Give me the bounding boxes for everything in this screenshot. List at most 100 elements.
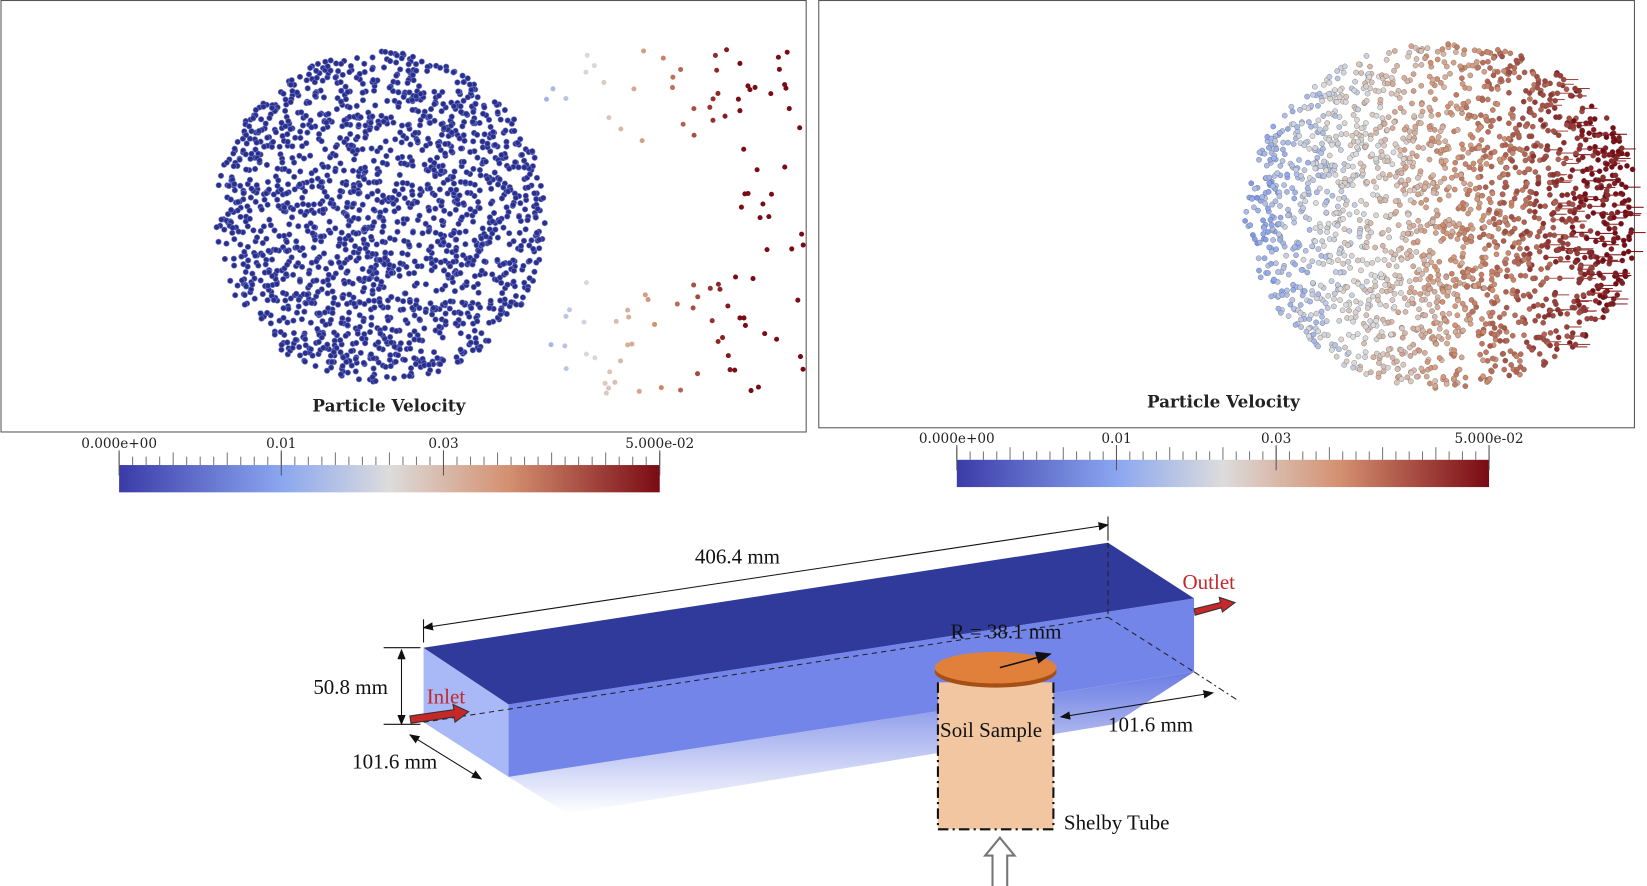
particle xyxy=(1433,207,1440,214)
particle xyxy=(378,278,385,285)
particle xyxy=(1535,313,1542,319)
particle xyxy=(1572,185,1579,192)
particle xyxy=(1275,269,1281,275)
particle xyxy=(265,247,272,254)
particle xyxy=(534,205,541,212)
particle xyxy=(1426,104,1433,111)
particle xyxy=(327,57,334,64)
particle xyxy=(1516,146,1523,152)
particle xyxy=(1297,201,1304,208)
particle xyxy=(299,143,306,150)
particle xyxy=(467,148,474,156)
particle xyxy=(384,97,391,104)
particle xyxy=(301,308,308,315)
particle xyxy=(537,182,544,189)
particle xyxy=(1563,155,1569,162)
particle xyxy=(1306,119,1312,125)
particle xyxy=(1572,195,1578,202)
particle xyxy=(1485,129,1491,135)
particle xyxy=(784,49,790,55)
particle xyxy=(265,269,272,276)
particle xyxy=(452,206,459,213)
particle xyxy=(295,303,302,310)
particle xyxy=(1500,238,1507,244)
particle xyxy=(381,261,388,268)
particle xyxy=(1624,163,1630,169)
particle xyxy=(1444,230,1450,237)
particle xyxy=(1300,256,1307,263)
particle xyxy=(478,330,485,337)
particle xyxy=(1323,209,1330,216)
particle xyxy=(293,290,300,297)
particle xyxy=(351,156,358,163)
particle xyxy=(359,146,366,153)
particle xyxy=(399,179,406,186)
particle xyxy=(356,246,363,253)
particles xyxy=(213,47,806,396)
particle xyxy=(1413,56,1420,62)
particle xyxy=(738,204,744,210)
particle xyxy=(1315,246,1322,252)
particle xyxy=(442,318,449,325)
particle xyxy=(321,188,328,195)
particle xyxy=(457,330,464,337)
particle xyxy=(312,362,319,370)
particle xyxy=(1441,84,1447,90)
particle xyxy=(340,354,347,361)
particle xyxy=(246,215,253,222)
particle xyxy=(1391,119,1398,125)
particle xyxy=(526,171,533,178)
particle xyxy=(1612,172,1619,179)
particle xyxy=(403,216,410,223)
particle xyxy=(1273,146,1280,152)
particle xyxy=(1544,244,1551,250)
particle xyxy=(314,288,322,295)
particle xyxy=(1377,96,1384,103)
particle xyxy=(374,171,381,178)
particle xyxy=(262,120,269,127)
particle xyxy=(1493,244,1500,250)
particle xyxy=(1315,172,1322,179)
particle xyxy=(343,213,350,220)
particle xyxy=(515,164,522,171)
particle xyxy=(442,310,449,317)
particle xyxy=(1381,257,1388,263)
particle xyxy=(279,289,287,296)
particle xyxy=(338,87,345,94)
particle xyxy=(1465,149,1472,156)
particle xyxy=(341,240,348,248)
particle xyxy=(290,329,297,337)
particle xyxy=(690,305,696,311)
particle xyxy=(404,122,411,129)
particle xyxy=(1426,253,1433,260)
particle xyxy=(1488,123,1494,130)
particle xyxy=(1544,143,1551,149)
particle xyxy=(1393,379,1400,386)
particle xyxy=(364,193,371,200)
particle xyxy=(334,301,342,308)
particle xyxy=(1496,115,1503,122)
particle xyxy=(1404,250,1410,257)
particle xyxy=(1475,174,1482,181)
particle xyxy=(524,286,531,293)
particle xyxy=(1594,254,1600,261)
particle xyxy=(1421,350,1428,356)
particle xyxy=(417,348,425,355)
particle xyxy=(472,100,479,108)
particle xyxy=(347,62,354,70)
particle xyxy=(285,118,292,125)
particle xyxy=(1392,198,1399,205)
particle xyxy=(1301,142,1308,149)
particle xyxy=(1526,306,1533,312)
particle xyxy=(1333,353,1340,360)
particle xyxy=(269,273,276,280)
particle xyxy=(1292,189,1298,196)
particle xyxy=(1422,55,1428,62)
particle xyxy=(404,251,411,258)
particle xyxy=(1320,113,1327,119)
particle xyxy=(1413,249,1420,255)
particle xyxy=(272,246,279,253)
particle xyxy=(490,133,497,140)
particle xyxy=(246,123,253,130)
particle xyxy=(326,177,333,184)
